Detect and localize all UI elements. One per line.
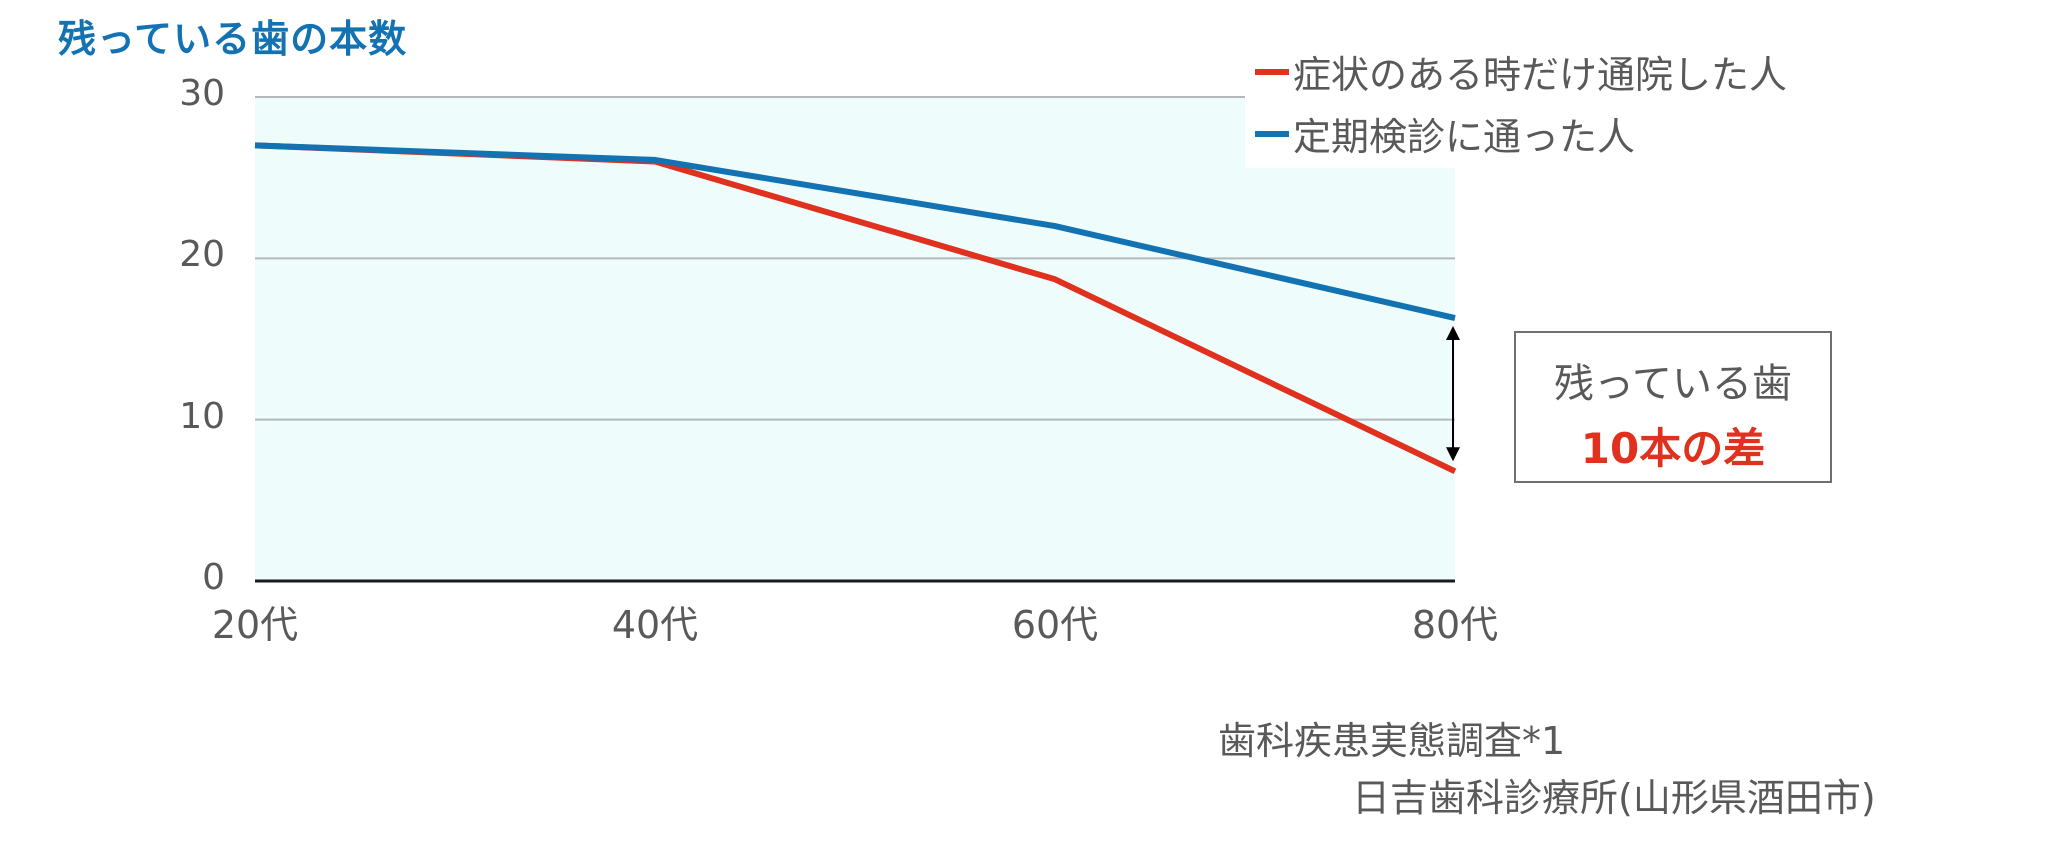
y-tick-label: 0	[202, 557, 225, 598]
legend: 症状のある時だけ通院した人 定期検診に通った人	[1245, 40, 1845, 168]
source-line1: 歯科疾患実態調査*1	[1218, 719, 1566, 763]
legend-item-regular: 定期検診に通った人	[1255, 106, 1635, 161]
legend-item-symptomatic: 症状のある時だけ通院した人	[1255, 44, 1787, 99]
legend-label: 症状のある時だけ通院した人	[1293, 53, 1788, 97]
source-line2: 日吉歯科診療所(山形県酒田市)	[1352, 776, 1876, 820]
x-tick-label: 60代	[1011, 603, 1099, 647]
difference-annotation-box: 残っている歯 10本の差	[1514, 331, 1832, 483]
annotation-line1: 残っている歯	[1554, 361, 1792, 407]
annotation-line2: 10本の差	[1580, 424, 1766, 473]
series-lines	[254, 142, 1457, 474]
x-tick-label: 20代	[211, 603, 299, 647]
series-line-regular	[254, 142, 1456, 321]
x-tick-label: 80代	[1411, 603, 1499, 647]
y-tick-label: 30	[179, 73, 225, 114]
difference-arrow	[1446, 326, 1460, 462]
plot-area	[255, 97, 1455, 581]
legend-swatch-red	[1255, 68, 1289, 75]
legend-swatch-blue	[1255, 130, 1289, 137]
y-tick-label: 10	[179, 395, 225, 437]
x-tick-label: 40代	[611, 603, 699, 647]
legend-label: 定期検診に通った人	[1293, 115, 1636, 159]
y-tick-label: 20	[179, 234, 225, 276]
chart-title: 残っている歯の本数	[58, 17, 408, 61]
